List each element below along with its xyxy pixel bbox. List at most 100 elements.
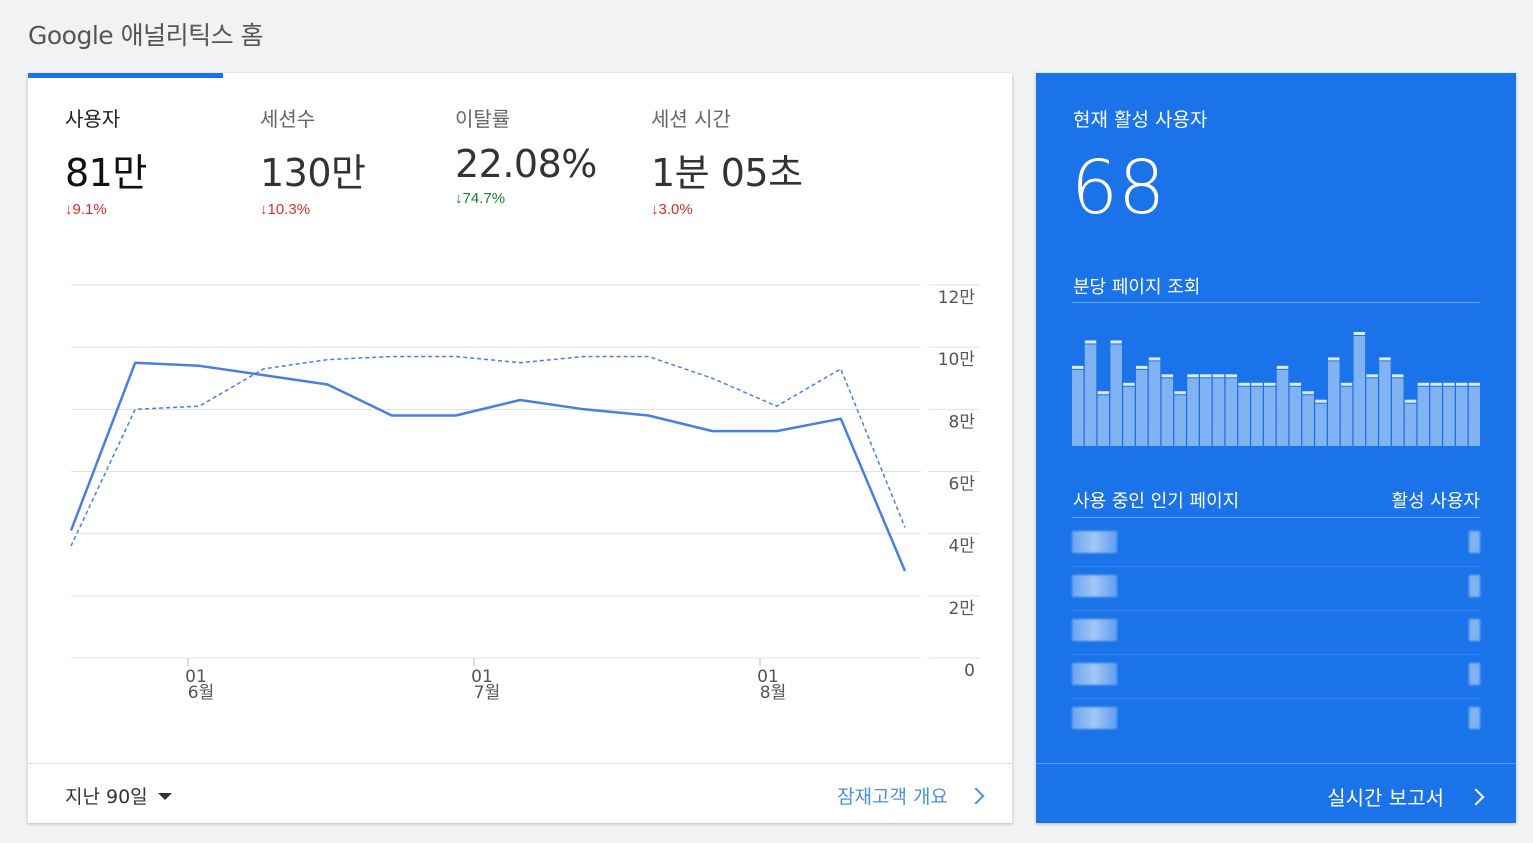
pageview-bar: [1072, 369, 1084, 446]
x-tick-label: 6월: [188, 683, 214, 703]
pageview-bar-cap: [1123, 382, 1135, 386]
realtime-report-link[interactable]: 실시간 보고서: [1327, 782, 1485, 811]
top-page-row[interactable]: [1072, 567, 1480, 611]
blurred-count: [1469, 707, 1480, 729]
blurred-count: [1469, 619, 1480, 641]
x-tick-label: 8월: [760, 683, 786, 703]
x-tick-label: 01: [471, 667, 493, 687]
metric-label: 세션수: [260, 107, 316, 131]
pageview-bar-cap: [1328, 357, 1340, 361]
pageview-bar: [1161, 378, 1174, 446]
pageview-bar-cap: [1315, 399, 1327, 403]
pageview-bar: [1353, 336, 1366, 446]
pageview-bar: [1456, 386, 1468, 446]
pageview-bar-cap: [1110, 340, 1122, 344]
pageview-bar: [1238, 386, 1250, 446]
y-tick-label: 4만: [949, 537, 976, 557]
pageview-bar: [1340, 386, 1353, 446]
metric-label: 세션 시간: [651, 107, 731, 131]
divider: [1072, 517, 1480, 518]
pageview-bar: [1097, 395, 1110, 446]
metric-value: 130만: [260, 151, 366, 195]
selected-metric-indicator: [28, 73, 223, 78]
active-users-count: 68: [1071, 145, 1166, 231]
pageview-bar-cap: [1097, 391, 1110, 395]
pageview-bar: [1123, 386, 1135, 446]
top-pages-header: 사용 중인 인기 페이지 활성 사용자: [1073, 487, 1480, 513]
metric-value: 22.08%: [455, 142, 597, 186]
pageview-bar-cap: [1161, 374, 1174, 378]
pageview-bar: [1392, 378, 1404, 446]
pageview-bar: [1315, 403, 1327, 446]
pageview-bar: [1200, 378, 1212, 446]
pageview-bar-cap: [1353, 332, 1366, 335]
top-page-row[interactable]: [1072, 655, 1480, 699]
pageview-bar-cap: [1392, 374, 1404, 378]
arrow-down-icon: ↓: [65, 201, 73, 218]
metric-tab-session-duration[interactable]: 세션 시간 1분 05초 ↓3.0%: [651, 103, 803, 218]
blurred-page-name: [1072, 663, 1117, 685]
metric-tab-bounce-rate[interactable]: 이탈률 22.08% ↓74.7%: [455, 103, 597, 207]
card-footer: 지난 90일 잠재고객 개요: [28, 763, 1012, 824]
pageview-bar-cap: [1148, 357, 1161, 361]
pageview-bar-cap: [1084, 340, 1097, 344]
pageview-bar-cap: [1430, 382, 1442, 386]
blurred-page-name: [1072, 707, 1117, 729]
metric-delta: ↓74.7%: [455, 190, 506, 207]
metric-tab-users[interactable]: 사용자 81만 ↓9.1%: [65, 103, 147, 218]
pageview-bar: [1276, 369, 1289, 446]
metric-label: 사용자: [65, 107, 121, 131]
pageview-bar-cap: [1187, 374, 1199, 378]
metric-tab-sessions[interactable]: 세션수 130만 ↓10.3%: [260, 103, 366, 218]
realtime-title: 현재 활성 사용자: [1073, 109, 1208, 131]
y-tick-label: 10만: [938, 350, 976, 370]
x-tick-label: 01: [757, 667, 779, 687]
pageview-bar-cap: [1238, 382, 1250, 386]
metric-value: 1분 05초: [651, 151, 803, 195]
arrow-down-icon: ↓: [651, 201, 659, 218]
date-range-dropdown[interactable]: 지난 90일: [65, 782, 172, 809]
y-tick-label: 2만: [949, 599, 976, 619]
audience-overview-link[interactable]: 잠재고객 개요: [837, 782, 985, 809]
dropdown-caret-icon: [157, 793, 172, 800]
metric-delta: ↓10.3%: [260, 201, 311, 218]
metric-label: 이탈률: [455, 107, 511, 131]
top-pages-header-right: 활성 사용자: [1391, 491, 1480, 512]
pageview-bar-cap: [1468, 382, 1480, 386]
blurred-page-name: [1072, 619, 1117, 641]
divider: [1072, 302, 1480, 303]
pageview-bar-cap: [1276, 365, 1289, 369]
x-tick-label: 7월: [474, 683, 500, 703]
blurred-count: [1469, 575, 1480, 597]
pageview-bar-cap: [1251, 382, 1263, 386]
top-page-row[interactable]: [1072, 523, 1480, 567]
pageview-bar-cap: [1136, 365, 1148, 369]
pageview-bar-cap: [1200, 374, 1212, 378]
pageview-bar: [1417, 386, 1430, 446]
y-tick-label: 12만: [938, 288, 976, 308]
blurred-page-name: [1072, 531, 1117, 553]
top-page-row[interactable]: [1072, 699, 1480, 742]
pageview-bar: [1148, 361, 1161, 446]
pageview-bar: [1212, 378, 1225, 446]
pageview-bar-cap: [1456, 382, 1468, 386]
x-tick-label: 01: [185, 667, 207, 687]
pageview-bar: [1136, 369, 1148, 446]
pageview-bar: [1084, 344, 1097, 446]
pageview-bar-cap: [1443, 382, 1455, 386]
y-tick-label: 8만: [949, 412, 976, 432]
realtime-footer: 실시간 보고서: [1036, 763, 1516, 824]
pageview-bar-cap: [1212, 374, 1225, 378]
pageview-bar: [1328, 361, 1340, 446]
pageview-bar-cap: [1302, 391, 1314, 395]
realtime-report-link-label: 실시간 보고서: [1327, 786, 1444, 810]
arrow-down-icon: ↓: [260, 201, 268, 218]
metric-delta: ↓9.1%: [65, 201, 107, 218]
chevron-right-icon: [1467, 788, 1485, 805]
page-title: Google 애널리틱스 홈: [28, 21, 264, 50]
top-page-row[interactable]: [1072, 611, 1480, 655]
audience-overview-card: 사용자 81만 ↓9.1% 세션수 130만 ↓10.3% 이탈률 22.08%…: [28, 73, 1012, 823]
blurred-count: [1469, 663, 1480, 685]
y-tick-label: 6만: [949, 475, 976, 495]
